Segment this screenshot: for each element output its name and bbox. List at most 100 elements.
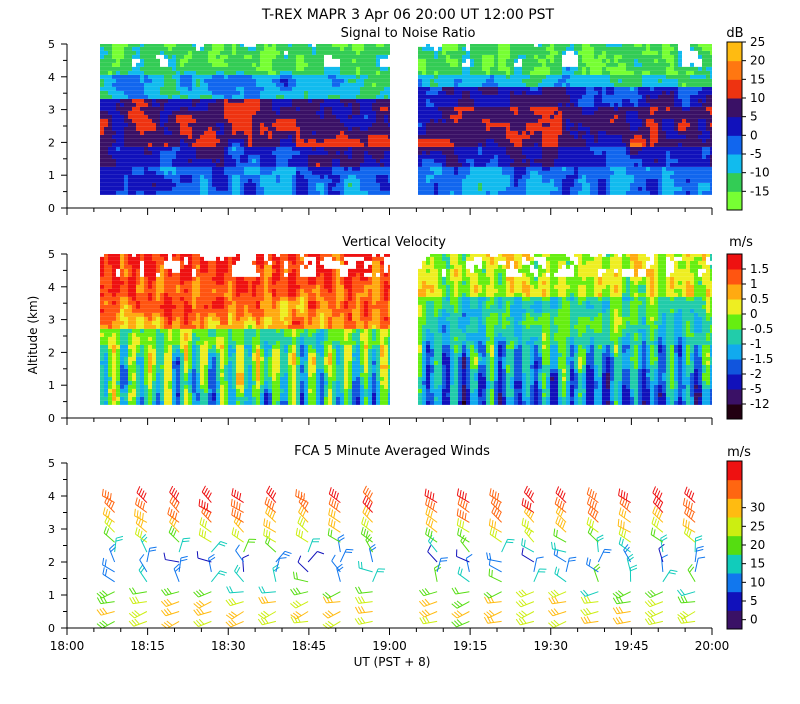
heatmap-cell [204, 182, 208, 187]
heatmap-cell [458, 114, 462, 119]
heatmap-cell [148, 178, 152, 183]
heatmap-cell [232, 110, 236, 115]
heatmap-cell [422, 150, 426, 155]
heatmap-cell [196, 122, 200, 127]
heatmap-cell [124, 182, 128, 187]
heatmap-cell [348, 102, 352, 107]
heatmap-cell [630, 110, 634, 115]
heatmap-cell [180, 102, 184, 107]
heatmap-cell [216, 58, 220, 63]
heatmap-cell [204, 186, 208, 191]
heatmap-cell [124, 70, 128, 75]
heatmap-cell [518, 150, 522, 155]
heatmap-cell [434, 114, 438, 119]
heatmap-cell [312, 158, 316, 163]
heatmap-cell [204, 82, 208, 87]
heatmap-cell [116, 90, 120, 95]
heatmap-cell [292, 46, 296, 51]
heatmap-cell [582, 44, 586, 47]
heatmap-cell [304, 54, 308, 59]
heatmap-cell [454, 142, 458, 147]
heatmap-cell [618, 146, 622, 151]
heatmap-cell [418, 110, 422, 115]
heatmap-cell [550, 90, 554, 95]
heatmap-cell [316, 158, 320, 163]
heatmap-cell [184, 170, 188, 175]
heatmap-cell [622, 150, 626, 155]
heatmap-cell [486, 66, 490, 71]
heatmap-cell [276, 46, 280, 51]
heatmap-cell [276, 74, 280, 79]
heatmap-cell [598, 182, 602, 187]
heatmap-cell [320, 174, 324, 179]
heatmap-cell [634, 150, 638, 155]
heatmap-cell [606, 50, 610, 55]
heatmap-cell [316, 98, 320, 103]
heatmap-cell [320, 138, 324, 143]
heatmap-cell [606, 74, 610, 79]
heatmap-cell [446, 114, 450, 119]
heatmap-cell [196, 114, 200, 119]
heatmap-cell [164, 122, 168, 127]
heatmap-cell [260, 142, 264, 147]
heatmap-cell [626, 186, 630, 191]
heatmap-cell [248, 90, 252, 95]
heatmap-cell [380, 186, 384, 191]
heatmap-cell [606, 86, 610, 91]
heatmap-cell [550, 174, 554, 179]
heatmap-cell [180, 86, 184, 91]
heatmap-cell [558, 146, 562, 151]
heatmap-cell [372, 122, 376, 127]
heatmap-cell [128, 146, 132, 151]
heatmap-cell [590, 50, 594, 55]
heatmap-cell [328, 74, 332, 79]
heatmap-cell [554, 102, 558, 107]
heatmap-cell [256, 142, 260, 147]
heatmap-cell [554, 90, 558, 95]
heatmap-cell [188, 74, 192, 79]
heatmap-cell [224, 82, 228, 87]
heatmap-cell [224, 182, 228, 187]
heatmap-cell [220, 122, 224, 127]
heatmap-cell [240, 134, 244, 139]
heatmap-cell [470, 74, 474, 79]
heatmap-cell [296, 62, 300, 67]
heatmap-cell [372, 154, 376, 159]
heatmap-cell [184, 74, 188, 79]
heatmap-cell [578, 114, 582, 119]
heatmap-cell [562, 74, 566, 79]
heatmap-cell [236, 102, 240, 107]
heatmap-cell [356, 174, 360, 179]
heatmap-cell [108, 178, 112, 183]
heatmap-cell [650, 82, 654, 87]
heatmap-cell [100, 130, 104, 135]
heatmap-cell [152, 58, 156, 63]
heatmap-cell [418, 82, 422, 87]
heatmap-cell [168, 166, 172, 171]
heatmap-cell [530, 110, 534, 115]
heatmap-cell [368, 142, 372, 147]
heatmap-cell [618, 110, 622, 115]
heatmap-cell [638, 118, 642, 123]
heatmap-cell [220, 46, 224, 51]
heatmap-cell [364, 150, 368, 155]
heatmap-cell [654, 86, 658, 91]
heatmap-cell [160, 170, 164, 175]
heatmap-cell [434, 78, 438, 83]
heatmap-cell [634, 90, 638, 95]
heatmap-cell [188, 102, 192, 107]
heatmap-cell [252, 98, 256, 103]
heatmap-cell [132, 182, 136, 187]
heatmap-cell [458, 150, 462, 155]
heatmap-cell [344, 126, 348, 131]
snr-heatmap [100, 44, 712, 195]
heatmap-cell [530, 130, 534, 135]
heatmap-cell [228, 142, 232, 147]
heatmap-cell [180, 122, 184, 127]
heatmap-cell [120, 134, 124, 139]
heatmap-cell [550, 182, 554, 187]
heatmap-cell [180, 98, 184, 103]
heatmap-cell [148, 190, 152, 195]
heatmap-cell [200, 138, 204, 143]
heatmap-cell [100, 158, 104, 163]
